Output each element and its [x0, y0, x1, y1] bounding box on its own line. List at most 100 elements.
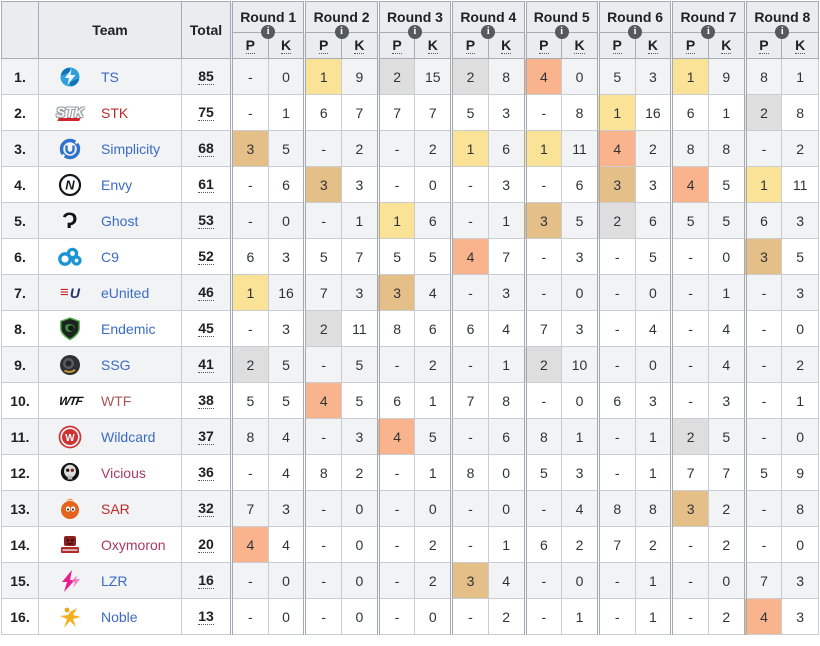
rank-cell: 8. [1, 310, 39, 347]
kills-cell: 8 [634, 490, 673, 527]
team-row: 9. SSG 41 2 5-5-2-1 2 10-0-4-2 [1, 346, 819, 383]
noble-logo[interactable] [39, 605, 101, 629]
info-icon[interactable]: i [481, 25, 496, 39]
kills-cell: 4 [707, 346, 746, 383]
placement-cell: - [303, 562, 343, 599]
placement-cell: - [230, 58, 269, 95]
kills-cell: 3 [341, 418, 379, 455]
team-link[interactable]: C9 [101, 248, 119, 265]
team-link[interactable]: WTF [101, 392, 132, 409]
stk-logo[interactable]: STK [56, 103, 84, 121]
info-icon[interactable]: i [261, 25, 276, 39]
placement-cell: - [743, 526, 783, 563]
team-link[interactable]: SSG [101, 356, 131, 373]
placement-cell: - [523, 382, 563, 419]
placement-cell: - [523, 274, 563, 311]
wtf-logo[interactable]: WTF [57, 393, 83, 408]
rank-cell: 11. [1, 418, 39, 455]
kills-cell: 5 [414, 418, 453, 455]
placement-cell: - [596, 598, 636, 635]
vicious-logo[interactable] [39, 461, 101, 485]
kills-cell: 11 [341, 310, 379, 347]
team-link[interactable]: Oxymoron [101, 536, 166, 553]
placement-cell: 8 [450, 454, 489, 491]
team-link[interactable]: Endemic [101, 320, 156, 337]
info-icon[interactable]: i [628, 25, 643, 39]
kills-cell: 0 [561, 382, 599, 419]
placement-cell: 3 [596, 166, 636, 203]
kills-cell: 5 [267, 382, 306, 419]
oxymoron-logo[interactable] [39, 534, 101, 556]
team-link[interactable]: Ghost [101, 212, 139, 229]
team-link[interactable]: LZR [101, 572, 128, 589]
info-icon[interactable]: i [775, 25, 790, 39]
kills-cell: 4 [707, 310, 746, 347]
kills-cell: 8 [781, 490, 819, 527]
info-icon[interactable]: i [554, 25, 569, 39]
team-link[interactable]: Noble [101, 608, 138, 625]
sar-logo[interactable] [39, 497, 101, 521]
kills-cell: 8 [561, 94, 599, 131]
placement-cell: - [450, 346, 489, 383]
team-link[interactable]: SAR [101, 500, 130, 517]
kills-cell: 6 [634, 202, 673, 239]
placement-cell: - [743, 310, 783, 347]
kills-cell: 3 [707, 382, 746, 419]
placement-cell: - [376, 526, 416, 563]
ts-logo[interactable] [39, 65, 101, 89]
wildcard-logo[interactable]: W [39, 425, 101, 449]
team-row: 8. Endemic 45-3 2 11 8 6 6 4 7 3-4-4-0 [1, 310, 819, 347]
team-link[interactable]: Wildcard [101, 428, 156, 445]
placement-cell: - [596, 238, 636, 275]
placement-cell: 4 [376, 418, 416, 455]
team-link[interactable]: eUnited [101, 284, 150, 301]
team-row: 3. Simplicity 68 3 5-2-2 1 6 1 11 4 2 8 8-2 [1, 130, 819, 167]
team-link[interactable]: Simplicity [101, 140, 161, 157]
c9-logo[interactable] [39, 246, 101, 268]
placement-cell: 2 [596, 202, 636, 239]
endemic-logo[interactable] [39, 316, 101, 341]
team-cell: STK STK [38, 94, 182, 131]
lzr-logo[interactable] [39, 569, 101, 593]
envy-logo[interactable]: N [39, 173, 101, 197]
kills-cell: 5 [341, 382, 379, 419]
rank-cell: 15. [1, 562, 39, 599]
placement-cell: - [230, 562, 269, 599]
kills-cell: 6 [414, 310, 453, 347]
placement-cell: - [523, 598, 563, 635]
placement-cell: 7 [670, 454, 709, 491]
simplicity-logo[interactable] [39, 137, 101, 161]
team-cell: C9 [38, 238, 182, 275]
kills-cell: 0 [781, 526, 819, 563]
ssg-logo[interactable] [39, 353, 101, 377]
kills-cell: 1 [487, 346, 526, 383]
team-link[interactable]: TS [101, 68, 119, 85]
team-cell: TS [38, 58, 182, 95]
placement-cell: 6 [743, 202, 783, 239]
info-icon[interactable]: i [334, 25, 349, 39]
team-link[interactable]: Envy [101, 176, 133, 193]
kills-cell: 5 [267, 346, 306, 383]
ghost-logo[interactable]: Ϛ [62, 207, 78, 233]
kills-cell: 1 [267, 94, 306, 131]
kills-cell: 3 [561, 454, 599, 491]
rank-cell: 13. [1, 490, 39, 527]
placement-cell: 8 [670, 130, 709, 167]
kills-cell: 1 [414, 382, 453, 419]
placement-cell: - [450, 490, 489, 527]
team-cell: SSG [38, 346, 182, 383]
eunited-logo[interactable]: ≡ U [60, 284, 80, 301]
placement-cell: - [230, 310, 269, 347]
team-link[interactable]: STK [101, 104, 129, 121]
info-icon[interactable]: i [407, 25, 422, 39]
info-icon[interactable]: i [701, 25, 716, 39]
kills-cell: 0 [634, 346, 673, 383]
placement-cell: 7 [523, 310, 563, 347]
placement-cell: - [596, 418, 636, 455]
team-link[interactable]: Vicious [101, 464, 146, 481]
kills-cell: 1 [414, 454, 453, 491]
